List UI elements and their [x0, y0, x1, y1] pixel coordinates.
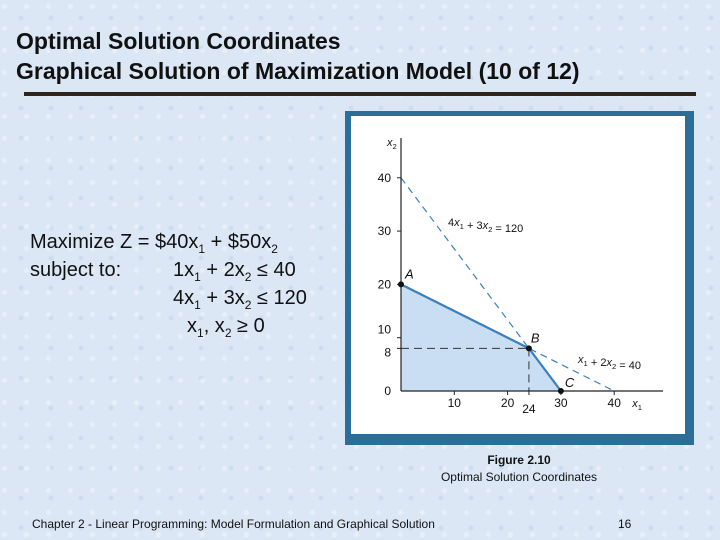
title-line-1: Optimal Solution Coordinates	[16, 28, 341, 54]
title-divider	[24, 92, 696, 96]
constraint-line-2: 4x1 + 3x2 ≤ 120	[173, 287, 307, 312]
y-tick-label-10: 10	[378, 323, 392, 337]
point-B	[525, 345, 532, 352]
y-tick-label-20: 20	[378, 277, 392, 291]
nonneg-line: x1, x2 ≥ 0	[187, 315, 265, 340]
x-tick-label-40: 40	[608, 396, 622, 410]
x-tick-label-24: 24	[522, 402, 536, 416]
y-tick-label-30: 30	[378, 224, 392, 238]
x-tick-label-10: 10	[448, 396, 462, 410]
figure-caption: Figure 2.10 Optimal Solution Coordinates	[400, 452, 638, 486]
slide-footer: Chapter 2 - Linear Programming: Model Fo…	[32, 517, 435, 531]
point-A	[398, 281, 404, 288]
y-tick-label-40: 40	[378, 171, 392, 185]
y-tick-label-8: 8	[384, 345, 391, 359]
x-axis-label: x1	[631, 398, 642, 412]
title-line-2: Graphical Solution of Maximization Model…	[16, 58, 580, 84]
point-label-C: C	[565, 375, 575, 390]
figure-panel: 0 8 10 20 30 40 10 20 24 30 40 x2 x1 4x1 + 3x2 = 120 x…	[351, 116, 685, 434]
constraint-label-2: 4x1 + 3x2 = 120	[448, 217, 523, 235]
slide-title: Optimal Solution Coordinates Graphical S…	[16, 26, 706, 86]
feasible-region	[401, 284, 561, 391]
x-tick-label-20: 20	[501, 396, 515, 410]
constraint-label-1: x1 + 2x2 = 40	[577, 354, 641, 372]
page-number: 16	[618, 517, 632, 531]
x-tick-label-30: 30	[554, 396, 568, 410]
figure-caption-text: Optimal Solution Coordinates	[440, 470, 598, 484]
figure-number: Figure 2.10	[487, 453, 551, 467]
constraint-line-1: subject to: 1x1 + 2x2 ≤ 40	[30, 259, 296, 284]
y-axis-label: x2	[386, 137, 397, 151]
point-label-A: A	[404, 266, 414, 281]
objective-line: Maximize Z = $40x1 + $50x2	[30, 231, 278, 256]
point-C	[557, 388, 564, 394]
point-label-B: B	[531, 330, 540, 345]
y-tick-label-0: 0	[384, 384, 391, 398]
lp-graph: 0 8 10 20 30 40 10 20 24 30 40 x2 x1 4x1 + 3x2 = 120 x…	[378, 137, 663, 416]
lp-model: Maximize Z = $40x1 + $50x2 subject to: 1x…	[30, 228, 307, 340]
